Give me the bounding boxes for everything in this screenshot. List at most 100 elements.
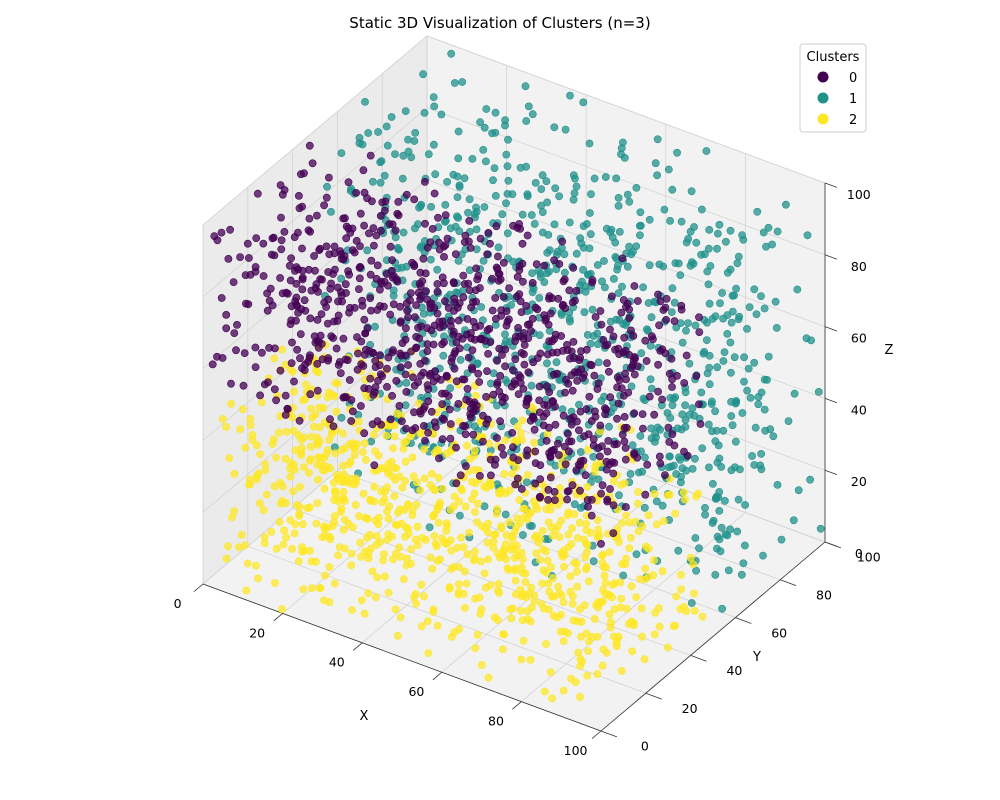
point-cluster-0 xyxy=(488,306,497,315)
point-cluster-2 xyxy=(669,622,678,630)
point-cluster-0 xyxy=(367,306,375,315)
point-cluster-1 xyxy=(522,117,531,125)
point-cluster-0 xyxy=(441,389,450,398)
point-cluster-0 xyxy=(469,317,478,326)
point-cluster-0 xyxy=(433,287,442,296)
point-cluster-2 xyxy=(634,488,643,496)
point-cluster-0 xyxy=(524,368,533,377)
point-cluster-0 xyxy=(292,279,301,288)
point-cluster-0 xyxy=(661,303,670,312)
point-cluster-2 xyxy=(608,581,617,589)
point-cluster-2 xyxy=(370,482,379,491)
point-cluster-1 xyxy=(583,330,592,339)
legend-marker-2 xyxy=(817,113,829,125)
point-cluster-1 xyxy=(769,432,778,441)
point-cluster-0 xyxy=(395,401,404,410)
point-cluster-2 xyxy=(493,616,502,624)
point-cluster-2 xyxy=(286,365,295,374)
point-cluster-2 xyxy=(320,571,329,580)
point-cluster-1 xyxy=(521,82,530,91)
point-cluster-2 xyxy=(340,497,349,505)
point-cluster-1 xyxy=(503,189,512,198)
point-cluster-1 xyxy=(479,256,488,265)
point-cluster-0 xyxy=(483,250,492,259)
point-cluster-0 xyxy=(342,234,351,243)
point-cluster-0 xyxy=(633,362,642,371)
point-cluster-2 xyxy=(243,559,252,568)
point-cluster-1 xyxy=(653,171,661,180)
point-cluster-0 xyxy=(532,260,541,268)
point-cluster-1 xyxy=(704,244,713,253)
point-cluster-2 xyxy=(485,439,494,448)
point-cluster-1 xyxy=(615,491,623,500)
point-cluster-1 xyxy=(561,125,570,134)
point-cluster-2 xyxy=(371,447,379,456)
point-cluster-0 xyxy=(369,224,378,232)
point-cluster-2 xyxy=(275,518,284,526)
point-cluster-1 xyxy=(743,386,751,395)
point-cluster-1 xyxy=(715,535,724,544)
point-cluster-0 xyxy=(336,369,345,377)
point-cluster-2 xyxy=(472,391,480,400)
point-cluster-0 xyxy=(587,361,596,370)
point-cluster-2 xyxy=(436,555,444,564)
point-cluster-2 xyxy=(510,545,519,553)
point-cluster-0 xyxy=(276,274,284,282)
point-cluster-1 xyxy=(429,140,438,149)
point-cluster-1 xyxy=(684,234,692,243)
point-cluster-1 xyxy=(453,212,461,221)
point-cluster-0 xyxy=(287,359,296,367)
point-cluster-2 xyxy=(576,693,584,701)
point-cluster-0 xyxy=(609,501,618,510)
point-cluster-1 xyxy=(716,547,725,556)
point-cluster-1 xyxy=(518,210,527,219)
point-cluster-2 xyxy=(430,532,439,540)
point-cluster-1 xyxy=(470,210,479,218)
point-cluster-2 xyxy=(426,553,435,562)
point-cluster-2 xyxy=(278,482,287,491)
point-cluster-1 xyxy=(327,207,335,216)
point-cluster-0 xyxy=(440,415,448,424)
point-cluster-0 xyxy=(498,351,506,359)
point-cluster-1 xyxy=(695,544,703,553)
point-cluster-1 xyxy=(732,397,740,405)
point-cluster-0 xyxy=(495,344,504,353)
point-cluster-2 xyxy=(238,405,247,414)
point-cluster-2 xyxy=(401,457,410,466)
point-cluster-1 xyxy=(523,478,531,487)
point-cluster-2 xyxy=(519,637,528,645)
point-cluster-1 xyxy=(468,154,477,163)
point-cluster-2 xyxy=(601,578,610,587)
point-cluster-0 xyxy=(412,301,420,309)
point-cluster-2 xyxy=(237,531,246,539)
x-tick-label: 100 xyxy=(564,743,588,758)
point-cluster-0 xyxy=(276,181,285,189)
point-cluster-0 xyxy=(621,444,630,452)
point-cluster-0 xyxy=(417,371,425,380)
point-cluster-2 xyxy=(523,471,532,479)
point-cluster-2 xyxy=(330,487,339,495)
point-cluster-0 xyxy=(427,407,436,416)
x-tick-mark xyxy=(273,613,283,622)
point-cluster-2 xyxy=(360,439,369,448)
point-cluster-2 xyxy=(399,575,408,583)
point-cluster-1 xyxy=(367,437,376,446)
point-cluster-2 xyxy=(516,519,524,528)
point-cluster-0 xyxy=(300,296,309,305)
point-cluster-2 xyxy=(609,477,618,486)
point-cluster-0 xyxy=(677,305,686,314)
point-cluster-1 xyxy=(545,267,553,276)
point-cluster-2 xyxy=(536,556,544,564)
point-cluster-2 xyxy=(583,671,592,680)
point-cluster-0 xyxy=(642,357,651,365)
point-cluster-0 xyxy=(514,390,523,398)
point-cluster-0 xyxy=(544,495,552,504)
point-cluster-0 xyxy=(461,462,470,470)
z-tick-mark xyxy=(824,326,838,332)
point-cluster-2 xyxy=(462,579,471,588)
point-cluster-2 xyxy=(516,585,525,594)
point-cluster-1 xyxy=(741,501,749,509)
point-cluster-2 xyxy=(368,567,377,576)
point-cluster-2 xyxy=(442,526,451,535)
point-cluster-2 xyxy=(617,480,625,489)
